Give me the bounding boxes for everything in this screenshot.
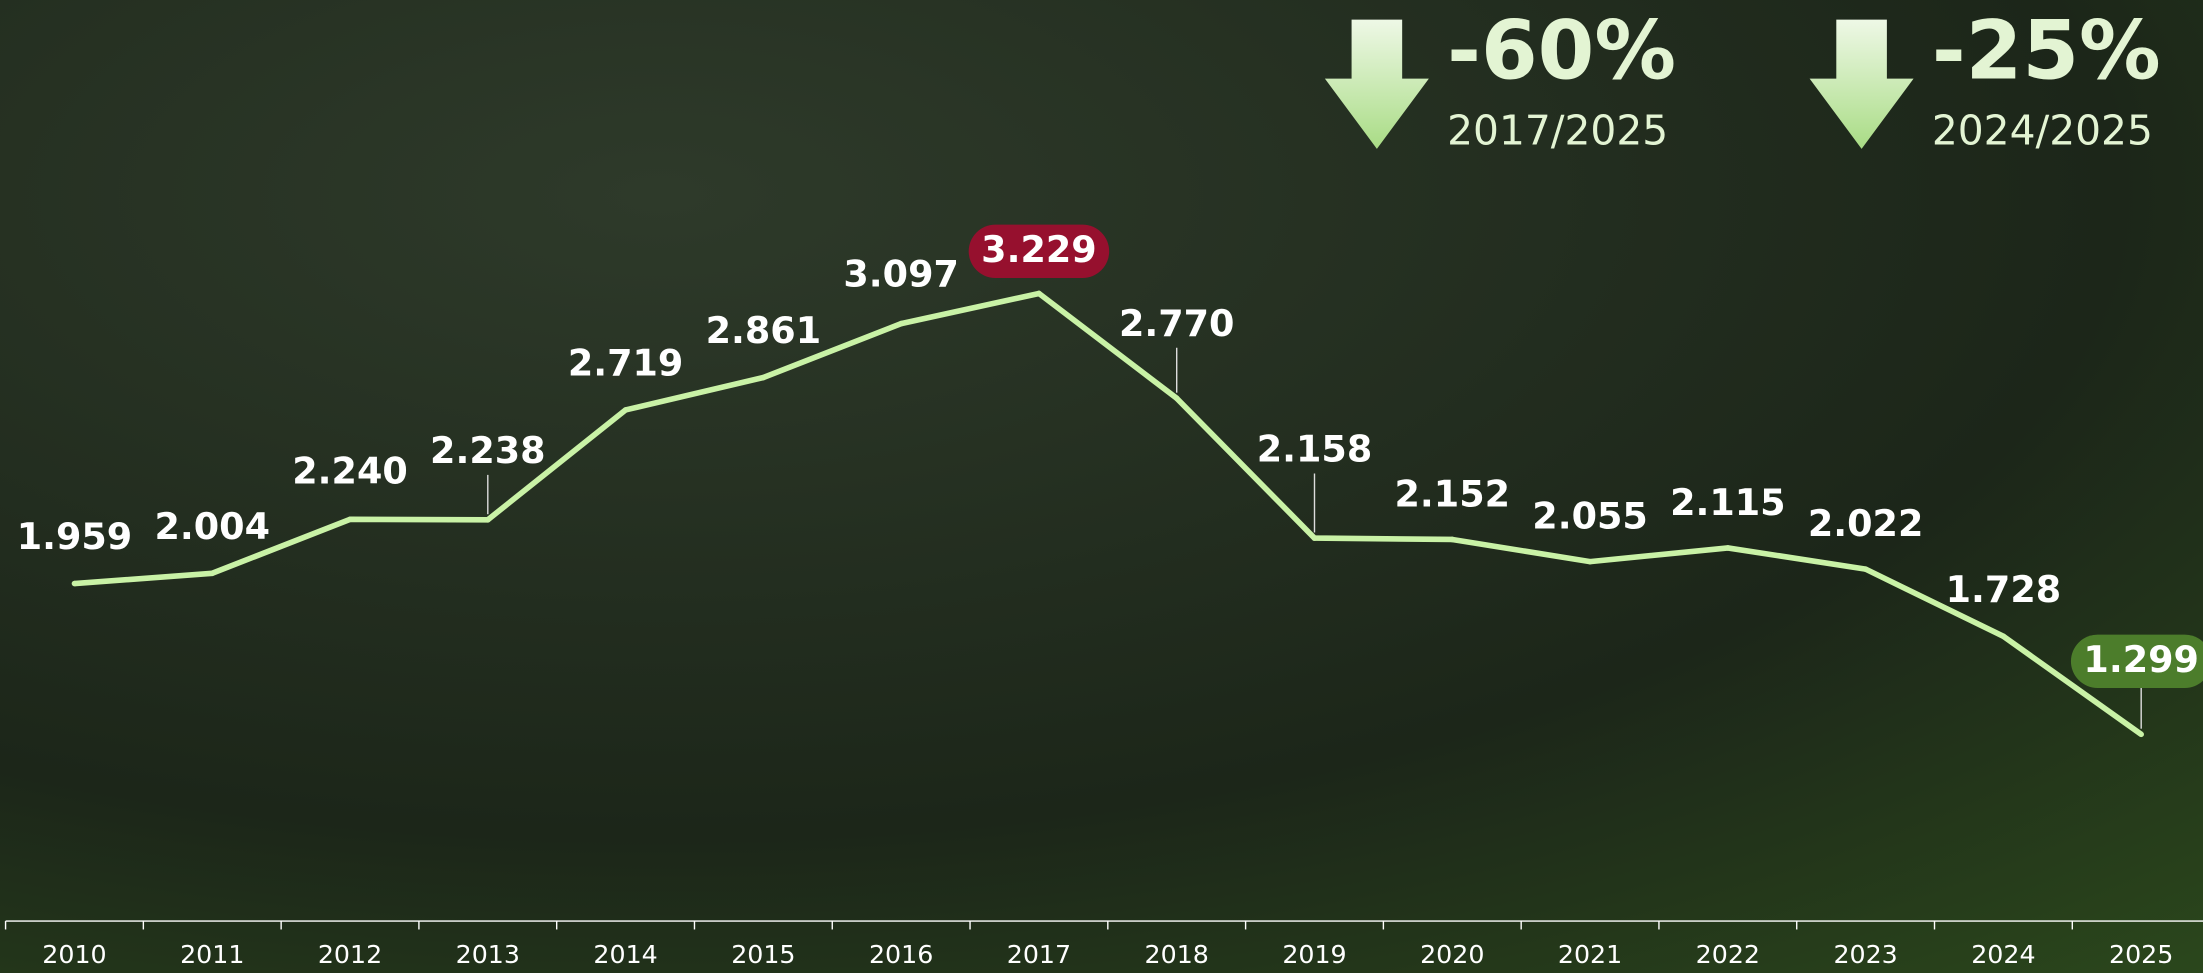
value-label: 3.229 xyxy=(981,228,1096,271)
point xyxy=(898,320,904,327)
x-tick-label: 2025 xyxy=(2109,940,2173,969)
x-tick-label: 2019 xyxy=(1282,940,1346,969)
x-tick-label: 2016 xyxy=(869,940,933,969)
point xyxy=(1036,290,1042,297)
value-label: 1.299 xyxy=(2083,638,2198,681)
point xyxy=(1173,395,1180,402)
change-percent: -60% xyxy=(1447,4,1676,99)
point xyxy=(622,407,629,413)
down-arrow xyxy=(1324,19,1429,149)
point xyxy=(760,374,767,381)
value-label: 2.240 xyxy=(292,450,407,493)
point xyxy=(1587,558,1593,565)
point xyxy=(347,516,353,523)
value-label: 1.728 xyxy=(1946,568,2061,611)
x-tick-label: 2021 xyxy=(1558,940,1622,969)
x-tick-label: 2014 xyxy=(593,940,657,969)
x-tick-label: 2015 xyxy=(731,940,795,969)
x-tick-label: 2010 xyxy=(42,940,106,969)
point xyxy=(484,517,491,523)
point xyxy=(2000,633,2007,640)
down-arrow xyxy=(1809,19,1914,149)
change-percent: -25% xyxy=(1932,4,2161,99)
value-label: 2.238 xyxy=(430,429,545,472)
x-tick-label: 2023 xyxy=(1833,940,1897,969)
x-tick-label: 2012 xyxy=(318,940,382,969)
point xyxy=(2138,731,2144,738)
value-label: 2.770 xyxy=(1119,302,1234,345)
point xyxy=(1725,545,1731,551)
label-pill xyxy=(968,224,1110,278)
value-label: 2.158 xyxy=(1257,428,1372,471)
point xyxy=(71,580,78,587)
line xyxy=(74,290,2143,737)
point xyxy=(1862,566,1869,572)
x-tick-label: 2011 xyxy=(180,940,244,969)
point xyxy=(1311,535,1318,541)
x-tick-label: 2024 xyxy=(1971,940,2035,969)
value-label: 1.959 xyxy=(17,515,132,558)
value-label: 2.152 xyxy=(1395,472,1510,515)
value-label: 3.097 xyxy=(843,252,958,295)
value-label: 2.004 xyxy=(154,505,269,548)
value-label: 2.861 xyxy=(706,309,821,352)
change-period: 2024/2025 xyxy=(1932,106,2153,154)
value-label: 2.719 xyxy=(568,342,683,385)
x-tick-label: 2013 xyxy=(456,940,520,969)
value-label: 2.115 xyxy=(1670,481,1785,524)
label-pill xyxy=(2070,634,2203,688)
x-tick-label: 2020 xyxy=(1420,940,1484,969)
value-label: 2.022 xyxy=(1808,502,1923,545)
change-period: 2017/2025 xyxy=(1447,106,1668,154)
x-tick-label: 2018 xyxy=(1145,940,1209,969)
point xyxy=(1449,536,1456,543)
x-tick-label: 2022 xyxy=(1696,940,1760,969)
x-tick-label: 2017 xyxy=(1007,940,1071,969)
value-label: 2.055 xyxy=(1532,495,1647,538)
point xyxy=(209,570,216,577)
